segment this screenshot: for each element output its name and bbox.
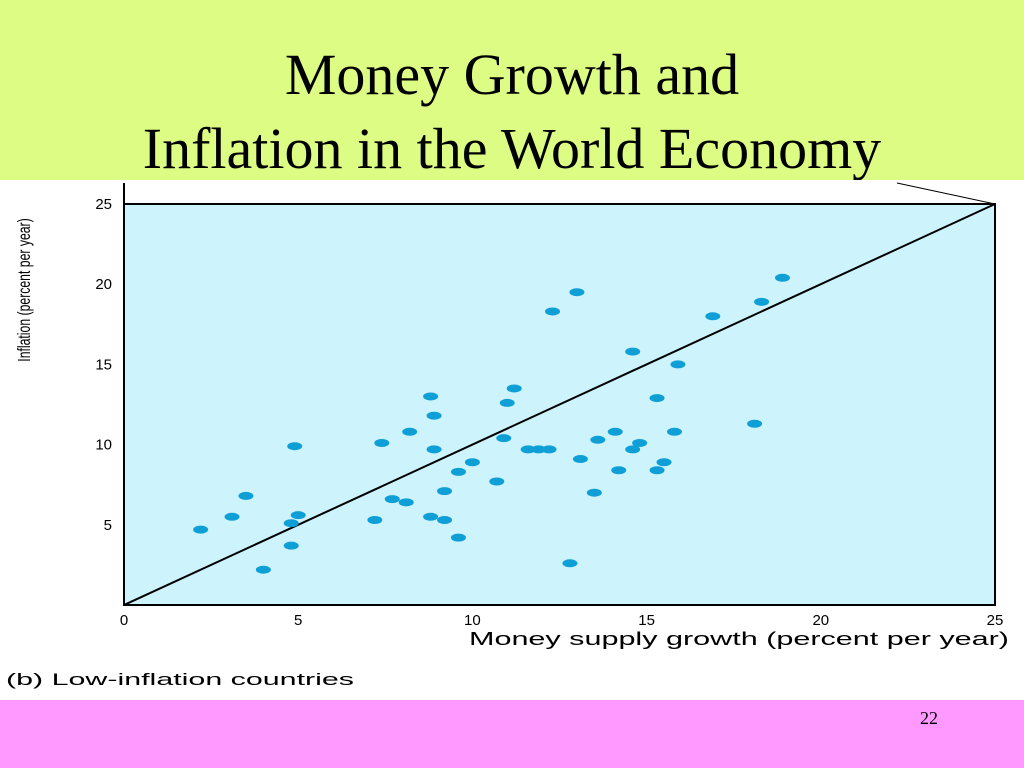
y-axis-label: Inflation (percent per year) — [15, 218, 35, 361]
data-point — [520, 445, 536, 454]
data-point — [705, 312, 721, 321]
data-point — [437, 487, 453, 496]
page-number: 22 — [920, 708, 938, 728]
data-point — [287, 442, 303, 451]
y-tick-label: 5 — [104, 517, 112, 534]
slide-title: Money Growth and Inflation in the World … — [0, 38, 1024, 186]
x-tick-label: 15 — [638, 612, 655, 629]
y-tick-label: 10 — [95, 437, 112, 454]
y-tick-label: 25 — [95, 196, 112, 213]
data-point — [283, 519, 299, 528]
reference-line — [123, 203, 996, 606]
title-line-1: Money Growth and — [284, 42, 740, 107]
data-point — [569, 288, 585, 297]
x-tick-label: 20 — [812, 612, 829, 629]
data-point — [590, 435, 606, 444]
data-point — [531, 445, 547, 454]
data-point — [649, 466, 665, 475]
data-point — [464, 458, 480, 467]
data-point — [541, 445, 557, 454]
data-point — [496, 434, 512, 443]
data-point — [656, 458, 672, 467]
data-point — [562, 559, 578, 568]
data-point — [754, 297, 770, 306]
data-point — [545, 307, 561, 316]
data-point — [384, 495, 400, 504]
data-point — [283, 541, 299, 550]
data-point — [625, 445, 641, 454]
data-point — [625, 347, 641, 356]
title-line-2: Inflation in the World Economy — [142, 116, 882, 181]
title-band — [0, 0, 1024, 180]
y-tick-label: 15 — [95, 356, 112, 373]
chart-caption: (b) Low-inflation countries — [6, 670, 354, 689]
data-point — [437, 515, 453, 524]
data-point — [572, 455, 588, 464]
data-point — [426, 445, 442, 454]
x-tick-label: 0 — [120, 612, 128, 629]
x-tick-label: 10 — [464, 612, 481, 629]
data-point — [489, 477, 505, 486]
data-point — [423, 392, 439, 401]
y-tick-label: 20 — [95, 276, 112, 293]
data-point — [586, 488, 602, 497]
data-point — [747, 419, 763, 428]
x-tick-label: 5 — [294, 612, 302, 629]
data-point — [632, 438, 648, 447]
data-point — [402, 427, 418, 436]
x-tick-label: 25 — [987, 612, 1004, 629]
data-point — [649, 394, 665, 403]
callout-line — [896, 182, 996, 205]
data-point — [367, 515, 383, 524]
data-point — [450, 467, 466, 476]
data-point — [193, 525, 209, 534]
x-axis-label: Money supply growth (percent per year) — [469, 629, 1009, 649]
footer-band — [0, 700, 1024, 768]
data-point — [255, 565, 271, 574]
data-point — [774, 273, 790, 282]
data-point — [374, 438, 390, 447]
data-point — [666, 427, 682, 436]
data-point — [607, 427, 623, 436]
data-point — [450, 533, 466, 542]
data-point — [506, 384, 522, 393]
data-point — [611, 466, 627, 475]
data-point — [423, 512, 439, 521]
data-point — [398, 498, 414, 507]
data-point — [224, 512, 240, 521]
data-point — [290, 511, 306, 520]
data-point — [238, 491, 254, 500]
data-point — [499, 398, 515, 407]
data-point — [426, 411, 442, 420]
data-point — [670, 360, 686, 369]
